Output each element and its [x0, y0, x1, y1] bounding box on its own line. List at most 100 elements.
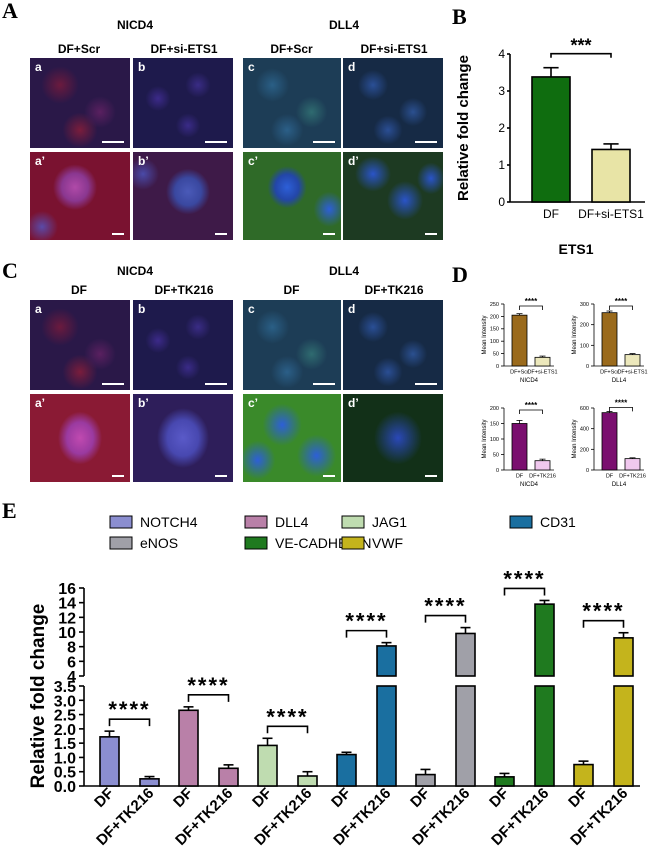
- D4-sig-label: ****: [615, 398, 628, 407]
- e-bar-4-0: [415, 773, 436, 787]
- col-label-a4: DF+si-ETS1: [360, 42, 428, 56]
- e-ytick-label-lower: 0.0: [54, 779, 76, 796]
- micrograph-c-d-prime: d’: [343, 394, 443, 482]
- D3-sig-bracket: [519, 409, 543, 414]
- col-label-c1: DF: [71, 283, 87, 297]
- legend-label-6: VWF: [372, 535, 403, 551]
- micrograph-c-b: b: [133, 300, 233, 390]
- e-xtick-label-1-0: DF: [170, 785, 196, 811]
- e-ytick-label-upper: 10: [58, 625, 76, 642]
- micrograph-d: d: [343, 58, 443, 148]
- chart-d2-ylabel: Mean Intensity: [572, 315, 578, 354]
- D1-ytick-label: 100: [490, 339, 499, 345]
- D1-ytick-label: 250: [490, 302, 499, 308]
- e-ytick-label-lower: 1.0: [54, 750, 76, 767]
- B-ytick-label: 0: [498, 195, 505, 209]
- D4-ytick-label: 0: [586, 468, 589, 474]
- e-bar-3-0: [336, 753, 357, 787]
- D1-ytick-label: 150: [490, 327, 499, 333]
- e-bar-0-1: [139, 778, 160, 787]
- legend-label-1: DLL4: [275, 514, 309, 530]
- B-xtick-label: DF: [543, 207, 559, 221]
- D4-bar-1: [624, 458, 641, 471]
- col-label-a3: DF+Scr: [270, 42, 313, 56]
- micrograph-c-a-prime: a’: [30, 394, 130, 482]
- e-bar-4-1-upper: [455, 632, 476, 677]
- micrograph-a-prime: a’: [30, 152, 130, 240]
- group-label-dll4-a: DLL4: [329, 18, 359, 32]
- micrograph-c-prime: c’: [243, 152, 341, 240]
- D3-xtick-label: DF: [516, 474, 524, 480]
- D3-ytick-label: 100: [490, 437, 499, 443]
- e-sig-bracket-6: [582, 619, 625, 628]
- D1-xtick-label: DF+si-ETS1: [527, 370, 557, 376]
- e-sig-label-2: ****: [266, 704, 308, 729]
- B-ytick-label: 3: [498, 84, 505, 98]
- D2-ytick-label: 100: [580, 343, 589, 349]
- e-ytick-label-upper: 16: [58, 581, 76, 598]
- D1-sig-bracket: [519, 305, 543, 310]
- legend-swatch-4: [109, 536, 133, 550]
- e-sig-label-1: ****: [187, 673, 229, 698]
- col-label-c4: DF+TK216: [364, 283, 424, 297]
- e-bar-1-0: [178, 709, 199, 787]
- col-label-c3: DF: [283, 283, 300, 297]
- D3-ytick-label: 50: [493, 452, 499, 458]
- chart-d1-ylabel: Mean Intensity: [482, 315, 488, 354]
- e-bar-5-0: [494, 776, 515, 787]
- e-xtick-label-6-0: DF: [565, 785, 591, 811]
- D1-bar-1: [534, 356, 551, 367]
- col-label-a1: DF+Scr: [57, 42, 101, 56]
- e-ytick-label-lower: 3.0: [54, 693, 76, 710]
- e-ytick-label-upper: 8: [67, 640, 76, 657]
- micrograph-c-c-prime: c’: [243, 394, 341, 482]
- e-ytick-label-upper: 12: [58, 610, 76, 627]
- e-sig-bracket-2: [266, 725, 309, 734]
- micrograph-c: c: [243, 58, 341, 148]
- D4-bar-0: [601, 412, 618, 471]
- e-sig-label-4: ****: [424, 594, 466, 619]
- chart-d3-ylabel: Mean Intensity: [482, 419, 488, 458]
- micrograph-c-a: a: [30, 300, 130, 390]
- e-xtick-label-5-0: DF: [486, 785, 512, 811]
- D2-sig-label: ****: [615, 297, 628, 306]
- micrograph-b-prime: b’: [133, 152, 233, 240]
- e-ytick-label-lower: 1.5: [54, 736, 76, 753]
- e-sig-label-6: ****: [582, 599, 624, 624]
- D4-sig-bracket: [609, 407, 633, 412]
- legend-swatch-2: [341, 515, 365, 529]
- e-ytick-label-upper: 4: [67, 669, 76, 686]
- group-label-nicd4-a: NICD4: [116, 18, 153, 32]
- panel-label-b: B: [452, 4, 467, 29]
- e-bar-5-1-lower: [534, 685, 555, 787]
- D4-ytick-label: 200: [580, 447, 589, 453]
- B-ytick-label: 4: [498, 47, 505, 61]
- B-sig-label: ***: [570, 36, 591, 56]
- e-bar-3-1-upper: [376, 645, 397, 677]
- chart-d4-ylabel: Mean Intensity: [572, 419, 578, 458]
- e-sig-bracket-4: [424, 614, 467, 623]
- legend-label-4: eNOS: [140, 535, 178, 551]
- D4-ytick-label: 600: [580, 406, 589, 412]
- D4-xtick-label: DF: [606, 474, 614, 480]
- e-bar-2-0: [257, 744, 278, 787]
- e-sig-bracket-5: [503, 587, 546, 596]
- D4-xtick-label: DF+TK216: [619, 474, 646, 480]
- B-ytick-label: 2: [498, 121, 505, 135]
- legend-swatch-1: [244, 515, 268, 529]
- chart-d1-xlabel: NICD4: [520, 378, 539, 384]
- e-bar-3-1-lower: [376, 685, 397, 787]
- micrograph-c-c: c: [243, 300, 341, 390]
- e-ytick-label-lower: 2.0: [54, 722, 76, 739]
- e-xtick-label-2-0: DF: [249, 785, 275, 811]
- micrograph-a: a: [30, 58, 130, 148]
- e-xtick-label-4-0: DF: [407, 785, 433, 811]
- legend-swatch-6: [341, 536, 365, 550]
- group-label-nicd4-c: NICD4: [116, 264, 153, 278]
- chart-d3-xlabel: NICD4: [520, 482, 539, 488]
- e-bar-6-1-lower: [613, 685, 634, 787]
- D3-bar-0: [511, 423, 528, 471]
- D3-xtick-label: DF+TK216: [529, 474, 556, 480]
- legend-label-0: NOTCH4: [140, 514, 198, 530]
